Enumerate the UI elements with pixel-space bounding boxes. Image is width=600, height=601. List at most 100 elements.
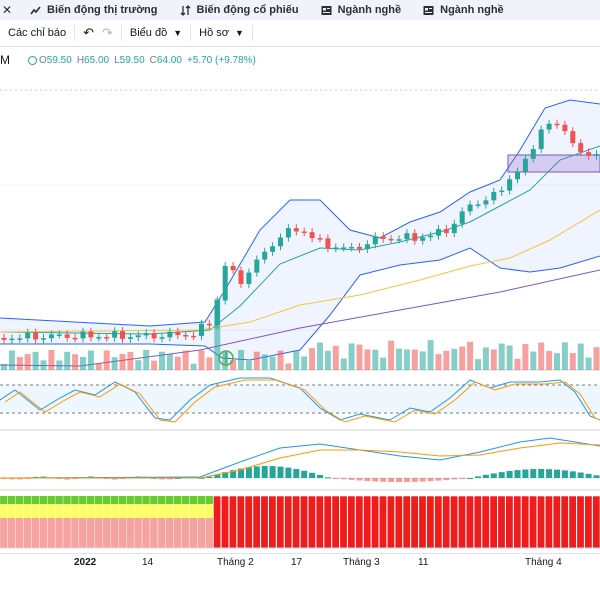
heatmap-cell (339, 495, 348, 549)
heatmap-cell (71, 518, 79, 548)
candle-body (507, 179, 513, 191)
tab-industry-2[interactable]: Ngành nghề (415, 0, 518, 20)
heatmap-cell (0, 518, 8, 548)
candle-body (388, 238, 394, 241)
candle-body (206, 323, 212, 326)
macd-histogram-bar (309, 472, 316, 478)
bollinger-lower-line (0, 247, 600, 361)
heatmap-cell (418, 495, 427, 549)
heatmap-cell (584, 495, 593, 549)
toolbar-divider (120, 25, 122, 41)
volume-bar (490, 349, 497, 370)
heatmap-cell (299, 495, 308, 549)
candle-body (420, 237, 426, 241)
volume-bar (103, 350, 110, 370)
profile-dropdown[interactable]: Hồ sơ ▼ (191, 20, 252, 46)
heatmap-cell (402, 495, 411, 549)
heatmap-cell (15, 518, 24, 548)
heatmap-cell (197, 496, 205, 504)
heatmap-cell (442, 495, 451, 549)
heatmap-cell (79, 496, 87, 504)
heatmap-cell (213, 495, 222, 549)
heatmap-cell (102, 504, 111, 518)
heatmap-cell (158, 496, 166, 504)
heatmap-cell (221, 495, 230, 549)
bollinger-fill (0, 100, 600, 360)
macd-histogram-bar (443, 478, 450, 481)
heatmap-cell (166, 518, 174, 548)
tab-industry-1[interactable]: Ngành nghề (313, 0, 416, 20)
candle-body (80, 331, 86, 339)
candle-body (538, 129, 544, 150)
candle-body (72, 337, 78, 340)
candle-body (578, 143, 584, 153)
macd-signal-line (0, 442, 600, 479)
candle-body (238, 270, 244, 284)
heatmap-cell (63, 504, 71, 518)
tab-stock-movement[interactable]: Biến động cổ phiếu (172, 0, 313, 20)
macd-histogram-bar (111, 478, 118, 480)
volume-bar (32, 351, 39, 370)
candle-body (317, 238, 323, 240)
volume-bar (459, 346, 466, 370)
candle-body (48, 334, 54, 339)
candle-body (191, 335, 197, 338)
heatmap-cell (94, 496, 103, 504)
volume-bar (451, 348, 458, 370)
volume-bar (506, 345, 513, 370)
redo-icon[interactable]: ↷ (102, 25, 113, 40)
volume-bar (182, 350, 189, 370)
macd-histogram-bar (506, 471, 513, 478)
heatmap-cell (47, 518, 55, 548)
candle-body (499, 190, 505, 193)
candle-body (436, 229, 441, 236)
macd-histogram-bar (451, 478, 458, 480)
chevron-down-icon: ▼ (234, 28, 244, 38)
macd-histogram-bar (467, 477, 474, 479)
heatmap-cell (173, 518, 182, 548)
macd-histogram-bar (356, 478, 363, 481)
candle-body (412, 233, 418, 241)
volume-bar (87, 350, 94, 370)
volume-bar (388, 340, 395, 370)
heatmap-cell (142, 518, 150, 548)
macd-histogram-bar (498, 472, 505, 478)
redo-button[interactable]: ↷ (102, 20, 121, 46)
heatmap-cell (181, 518, 190, 548)
macd-histogram-bar (8, 478, 15, 480)
candle-body (459, 211, 465, 224)
chart-type-dropdown[interactable]: Biểu đồ ▼ (122, 20, 190, 46)
undo-button[interactable]: ↶ (75, 20, 102, 46)
heatmap-cell (315, 495, 324, 549)
candle-body (41, 338, 46, 340)
volume-bar (482, 347, 489, 370)
volume-bar (95, 363, 102, 370)
undo-icon[interactable]: ↶ (83, 25, 94, 40)
indicators-label: Các chỉ báo (8, 27, 67, 39)
heatmap-cell (331, 495, 340, 549)
macd-histogram-bar (253, 466, 260, 478)
heatmap-cell (347, 495, 356, 549)
macd-histogram-bar (388, 478, 395, 482)
candle-body (293, 228, 299, 232)
heatmap-cell (142, 496, 150, 504)
candle-body (325, 238, 331, 249)
close-value: 64.00 (156, 54, 182, 66)
close-tab-button[interactable]: ✕ (0, 0, 22, 20)
close-icon[interactable]: ✕ (2, 3, 13, 17)
volume-bar (277, 350, 284, 370)
time-axis: 2022 14 Tháng 2 17 Tháng 3 11 Tháng 4 (0, 553, 600, 601)
heatmap-cell (47, 496, 55, 504)
heatmap-cell (505, 495, 514, 549)
candle-body (246, 272, 252, 284)
low-value: 59.50 (119, 54, 145, 66)
indicators-button[interactable]: Các chỉ báo (0, 20, 74, 46)
candle-body (278, 237, 283, 247)
candle-body (56, 334, 62, 336)
chart-canvas[interactable] (0, 0, 600, 553)
macd-histogram-bar (554, 469, 560, 478)
tab-market-movement[interactable]: Biến động thị trường (22, 0, 172, 20)
macd-histogram-bar (293, 469, 300, 478)
volume-bar (64, 351, 71, 370)
volume-bar (151, 360, 158, 370)
